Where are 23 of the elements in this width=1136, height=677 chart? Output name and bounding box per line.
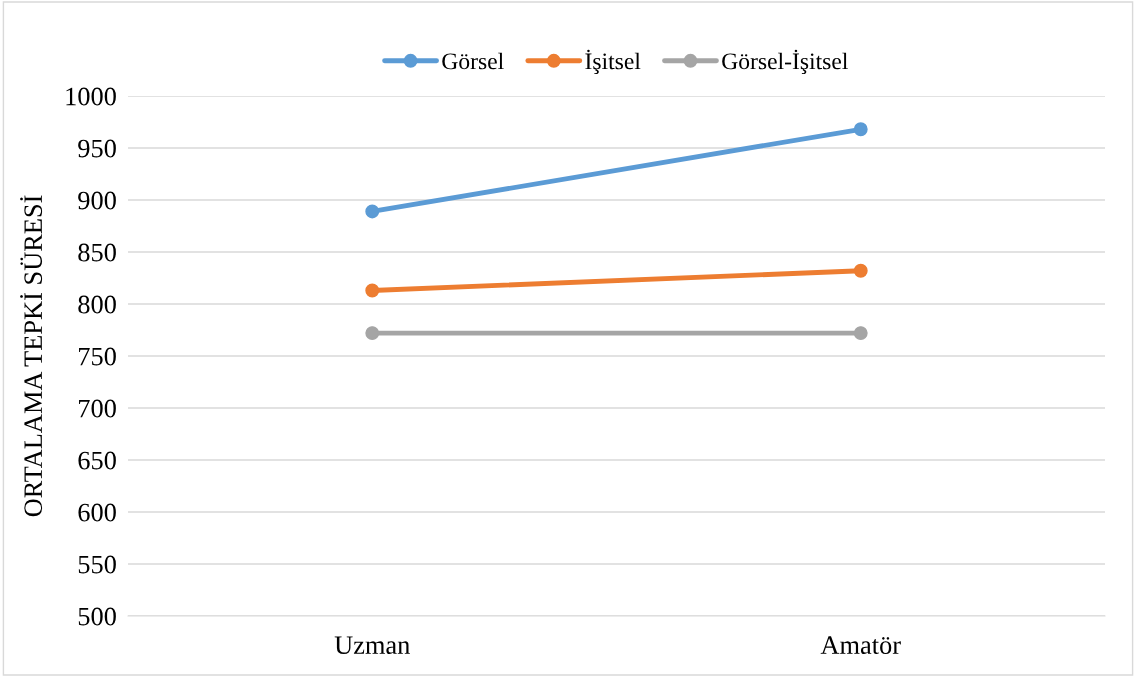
point [365,326,380,341]
y-tick-label: 800 [78,295,116,314]
y-tick-label: 1000 [66,87,116,106]
point [853,263,868,278]
y-tick-label: 550 [78,555,116,574]
y-tick-label: 650 [78,451,116,470]
y-tick-label: 500 [78,607,116,626]
y-tick-label: 950 [78,139,116,158]
point [365,283,380,298]
legend-label: İşitsel [585,49,641,75]
y-tick-label: 600 [78,503,116,522]
y-tick-label: 900 [78,191,116,210]
y-axis-title: ORTALAMA TEPKİ SÜRESİ [20,195,43,517]
point [853,326,868,341]
legend-label: Görsel-İşitsel [722,49,848,75]
legend-label: Görsel [442,52,504,70]
y-tick-label: 850 [78,243,116,262]
x-tick-label: Uzman [334,636,410,655]
point [853,122,868,137]
y-tick-label: 750 [79,347,116,366]
y-tick-label: 700 [79,399,116,418]
point [365,204,380,219]
x-tick-label: Amatör [820,636,901,655]
